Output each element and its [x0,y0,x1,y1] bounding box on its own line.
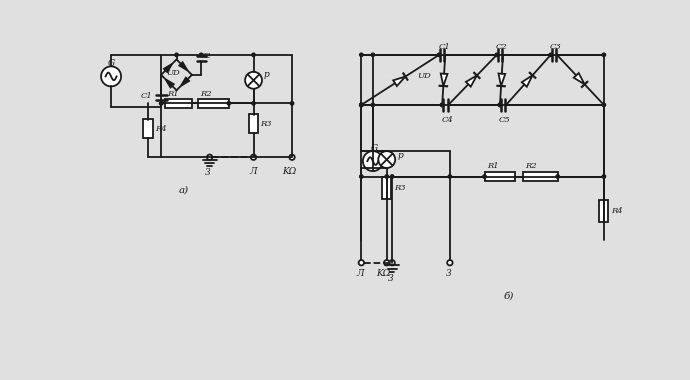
Circle shape [359,103,363,106]
Circle shape [290,102,294,105]
Circle shape [391,175,394,178]
Polygon shape [393,76,406,86]
Text: R3: R3 [394,184,405,192]
Text: p: p [264,70,269,79]
Circle shape [363,151,383,171]
Text: C1: C1 [438,43,450,51]
Text: KΩ: KΩ [283,166,297,176]
Circle shape [498,103,502,106]
Circle shape [251,155,256,160]
Text: C2: C2 [199,52,211,60]
Bar [249,114,258,133]
Text: R2: R2 [525,163,537,171]
Circle shape [359,103,363,106]
Text: C5: C5 [499,116,511,124]
Text: R2: R2 [200,90,212,98]
Polygon shape [573,73,584,84]
Circle shape [359,103,363,106]
Circle shape [371,103,375,106]
Circle shape [602,175,606,178]
Circle shape [447,260,453,266]
Text: p: p [397,151,403,160]
Polygon shape [441,73,448,86]
Text: R4: R4 [155,125,166,133]
Text: G: G [371,144,378,152]
Circle shape [440,103,444,106]
Text: R3: R3 [260,120,272,128]
Circle shape [378,151,395,168]
Circle shape [227,102,230,105]
Text: 3: 3 [388,274,393,283]
Text: 3: 3 [205,168,211,177]
Circle shape [252,53,255,57]
Circle shape [498,103,502,106]
Polygon shape [181,78,189,86]
Polygon shape [498,73,505,86]
Polygon shape [522,75,533,87]
Circle shape [384,260,389,266]
Text: б): б) [504,291,514,300]
Text: Л: Л [356,269,364,278]
Polygon shape [466,76,477,87]
Text: G: G [108,59,115,68]
Bar [523,172,558,181]
Circle shape [159,102,163,105]
Circle shape [448,175,451,178]
Circle shape [371,53,375,57]
Circle shape [549,53,553,57]
Circle shape [602,103,606,106]
Circle shape [440,103,444,106]
Text: R4: R4 [611,207,622,215]
Polygon shape [164,64,172,72]
Text: C1: C1 [141,92,153,100]
Text: C3: C3 [550,43,562,51]
Circle shape [389,260,395,266]
Circle shape [175,53,178,57]
Circle shape [359,53,363,57]
Bar [144,119,152,138]
Circle shape [207,155,213,160]
Bar [599,200,609,222]
Text: 3: 3 [446,269,451,278]
Circle shape [252,102,255,105]
Text: а): а) [179,186,189,195]
Text: C2: C2 [496,43,508,51]
Bar [382,177,391,199]
Text: UD: UD [166,68,180,76]
Text: C4: C4 [442,116,453,124]
Bar [484,172,515,181]
Circle shape [483,175,486,178]
Circle shape [101,66,121,86]
Circle shape [602,53,606,57]
Circle shape [385,175,388,178]
Circle shape [359,175,363,178]
Text: KΩ: KΩ [376,269,390,278]
Polygon shape [166,79,174,87]
Circle shape [359,260,364,266]
Text: R1: R1 [167,90,179,98]
Text: R1: R1 [487,163,498,171]
Bar [198,99,229,108]
Bar [165,99,192,108]
Circle shape [245,72,262,89]
Circle shape [556,175,560,178]
Circle shape [289,155,295,160]
Circle shape [495,53,499,57]
Circle shape [199,53,203,57]
Text: Л: Л [250,166,257,176]
Polygon shape [179,62,188,70]
Text: UD: UD [417,73,431,81]
Circle shape [437,53,441,57]
